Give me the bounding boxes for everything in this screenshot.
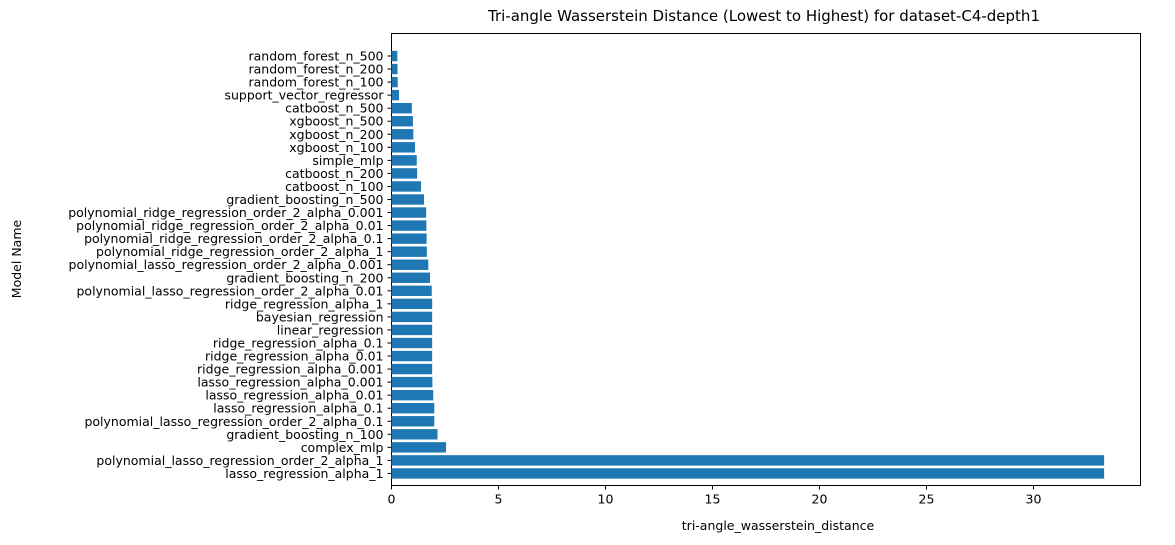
bar-catboost_n_500 (391, 102, 412, 114)
y-tick-label: polynomial_lasso_regression_order_2_alph… (84, 414, 383, 429)
y-tick-label: random_forest_n_200 (248, 62, 383, 77)
y-tick-label: linear_regression (277, 322, 384, 337)
y-tick-label: lasso_regression_alpha_0.1 (213, 401, 383, 416)
bar-catboost_n_200 (391, 168, 418, 179)
bar-lasso_regression_alpha_0.01 (391, 389, 434, 401)
y-tick-label: catboost_n_200 (285, 166, 383, 181)
y-tick-label: catboost_n_100 (285, 179, 383, 194)
x-tick-label: 5 (495, 492, 503, 507)
y-tick-label: lasso_regression_alpha_0.001 (197, 375, 383, 390)
y-tick-label: polynomial_ridge_regression_order_2_alph… (84, 231, 383, 246)
bar-ridge_regression_alpha_1 (391, 298, 433, 310)
bar-xgboost_n_500 (391, 116, 413, 127)
bar-xgboost_n_200 (391, 129, 414, 140)
y-tick-label: polynomial_lasso_regression_order_2_alph… (77, 283, 384, 298)
y-tick-label: bayesian_regression (256, 309, 384, 324)
y-tick-label: xgboost_n_500 (289, 114, 383, 129)
x-tick-label: 10 (598, 492, 614, 507)
x-axis-ticks: 0 5 10 15 20 25 30 (388, 485, 1042, 507)
bar-polynomial_lasso_regression_order_2_alpha_0.01 (391, 285, 432, 297)
bar-polynomial_lasso_regression_order_2_alpha_1 (391, 455, 1105, 466)
bar-ridge_regression_alpha_0.001 (391, 363, 433, 375)
y-tick-label: polynomial_ridge_regression_order_2_alph… (68, 205, 383, 220)
y-tick-label: random_forest_n_100 (248, 75, 383, 90)
bar-bayesian_regression (391, 311, 433, 323)
y-tick-label: ridge_regression_alpha_0.01 (205, 349, 384, 364)
bar-lasso_regression_alpha_1 (391, 468, 1105, 479)
y-tick-label: polynomial_ridge_regression_order_2_alph… (76, 218, 383, 233)
x-tick-label: 25 (919, 492, 935, 507)
plot-frame (391, 33, 1141, 486)
bar-random_forest_n_500 (391, 50, 398, 62)
bar-catboost_n_100 (391, 181, 422, 192)
x-axis-title: tri-angle_wasserstein_distance (682, 518, 875, 533)
bar-linear_regression (391, 324, 433, 336)
bar-polynomial_lasso_regression_order_2_alpha_0.001 (391, 259, 429, 270)
y-tick-label: gradient_boosting_n_500 (226, 192, 383, 207)
bar-polynomial_ridge_regression_order_2_alpha_0.001 (391, 207, 427, 218)
y-tick-label: random_forest_n_500 (248, 49, 383, 64)
y-tick-label: lasso_regression_alpha_1 (225, 466, 383, 481)
chart-title: Tri-angle Wasserstein Distance (Lowest t… (487, 7, 1040, 25)
bar-xgboost_n_100 (391, 142, 416, 153)
y-tick-label: gradient_boosting_n_100 (226, 427, 383, 442)
bar-complex_mlp (391, 442, 447, 453)
bar-lasso_regression_alpha_0.001 (391, 376, 433, 388)
y-tick-label: polynomial_lasso_regression_order_2_alph… (96, 453, 383, 468)
bar-polynomial_ridge_regression_order_2_alpha_0.01 (391, 220, 427, 231)
y-tick-label: xgboost_n_100 (289, 140, 383, 155)
y-tick-label: polynomial_ridge_regression_order_2_alph… (96, 244, 383, 259)
y-tick-label: lasso_regression_alpha_0.01 (205, 388, 383, 403)
x-tick-label: 0 (388, 492, 396, 507)
y-tick-label: ridge_regression_alpha_0.1 (213, 335, 384, 350)
y-tick-label: ridge_regression_alpha_1 (225, 296, 384, 311)
bar-ridge_regression_alpha_0.01 (391, 350, 433, 362)
x-tick-label: 15 (705, 492, 721, 507)
bar-gradient_boosting_n_500 (391, 194, 425, 205)
y-axis-title: Model Name (9, 220, 24, 299)
bars-group (391, 50, 1105, 479)
bar-support_vector_regressor (391, 89, 399, 101)
x-tick-label: 20 (812, 492, 828, 507)
y-tick-label: gradient_boosting_n_200 (226, 270, 383, 285)
bar-polynomial_ridge_regression_order_2_alpha_0.1 (391, 233, 427, 244)
bar-polynomial_lasso_regression_order_2_alpha_0.1 (391, 416, 435, 427)
bar-ridge_regression_alpha_0.1 (391, 337, 433, 349)
bar-random_forest_n_200 (391, 63, 398, 75)
bar-random_forest_n_100 (391, 76, 398, 88)
bar-simple_mlp (391, 155, 417, 166)
y-axis-ticks: random_forest_n_500random_forest_n_200ra… (68, 49, 392, 481)
bar-gradient_boosting_n_200 (391, 272, 431, 283)
y-tick-label: support_vector_regressor (225, 88, 385, 103)
y-tick-label: catboost_n_500 (285, 101, 383, 116)
y-tick-label: simple_mlp (312, 153, 383, 168)
bar-gradient_boosting_n_100 (391, 429, 438, 440)
y-tick-label: xgboost_n_200 (289, 127, 383, 142)
y-tick-label: polynomial_lasso_regression_order_2_alph… (69, 257, 384, 272)
y-tick-label: complex_mlp (301, 440, 384, 455)
bar-lasso_regression_alpha_0.1 (391, 403, 435, 414)
x-tick-label: 30 (1026, 492, 1042, 507)
y-tick-label: ridge_regression_alpha_0.001 (197, 362, 383, 377)
bar-polynomial_ridge_regression_order_2_alpha_1 (391, 246, 427, 257)
